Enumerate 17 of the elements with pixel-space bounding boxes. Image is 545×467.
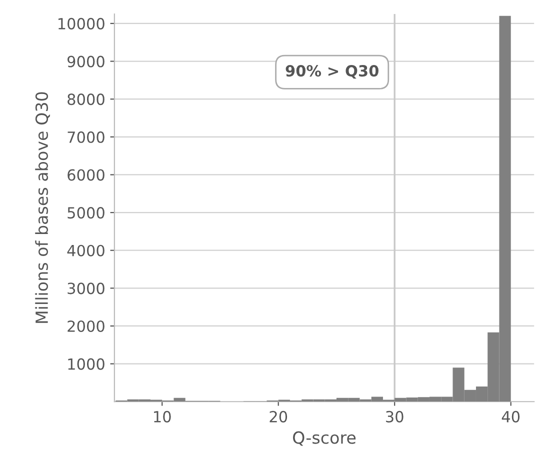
y-axis-title: Millions of bases above Q30 bbox=[35, 92, 50, 323]
y-tick-label: 7000 bbox=[68, 131, 104, 143]
y-tick-label: 8000 bbox=[68, 94, 104, 106]
ref-line-label: 90% > Q30 bbox=[286, 65, 378, 79]
y-tick-label: 6000 bbox=[68, 169, 104, 181]
y-tick-label: 3000 bbox=[68, 282, 104, 294]
y-tick-label: 4000 bbox=[67, 244, 104, 256]
x-tick-label: 40 bbox=[502, 410, 520, 422]
y-tick-label: 9000 bbox=[68, 56, 104, 68]
y-tick-label: 10000 bbox=[58, 18, 104, 30]
y-tick-label: 5000 bbox=[68, 207, 104, 219]
x-tick-label: 10 bbox=[154, 410, 171, 422]
y-tick-label: 2000 bbox=[68, 320, 104, 332]
x-tick-label: 30 bbox=[386, 410, 404, 422]
y-tick-label: 1000 bbox=[68, 358, 104, 370]
x-tick-label: 20 bbox=[270, 410, 288, 422]
x-axis-title: Q-score bbox=[293, 431, 356, 446]
